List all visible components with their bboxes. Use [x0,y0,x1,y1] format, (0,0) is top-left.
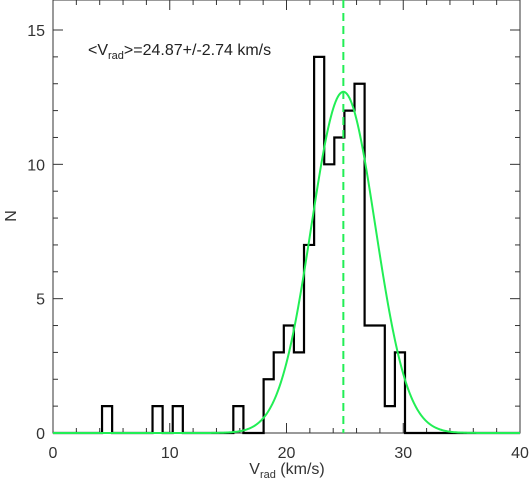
x-tick-label: 10 [161,445,179,462]
histogram-outline [53,55,520,435]
y-tick-label: 0 [36,426,45,443]
mean-annotation: <Vrad>=24.87+/-2.74 km/s [88,42,271,62]
y-tick-label: 15 [27,23,45,40]
y-axis-label: N [3,210,20,222]
y-tick-label: 10 [27,157,45,174]
x-tick-label: 40 [511,445,529,462]
x-tick-label: 20 [278,445,296,462]
plot-frame [52,0,521,434]
x-axis-label: Vrad (km/s) [249,461,324,481]
x-axis-ticks: 0 10 20 30 40 [49,0,529,462]
y-tick-label: 5 [36,292,45,309]
y-axis-ticks: 0 5 10 15 [27,23,520,443]
x-tick-label: 30 [394,445,412,462]
x-axis-label-main: V [249,461,260,478]
annotation-open: <V [88,42,108,59]
annotation-sub: rad [108,50,124,62]
gaussian-fit-curve [53,90,520,434]
x-tick-label: 0 [49,445,58,462]
x-axis-label-sub: rad [260,469,276,481]
x-axis-label-suffix: (km/s) [276,461,325,478]
annotation-close: >=24.87+/-2.74 km/s [124,42,271,59]
